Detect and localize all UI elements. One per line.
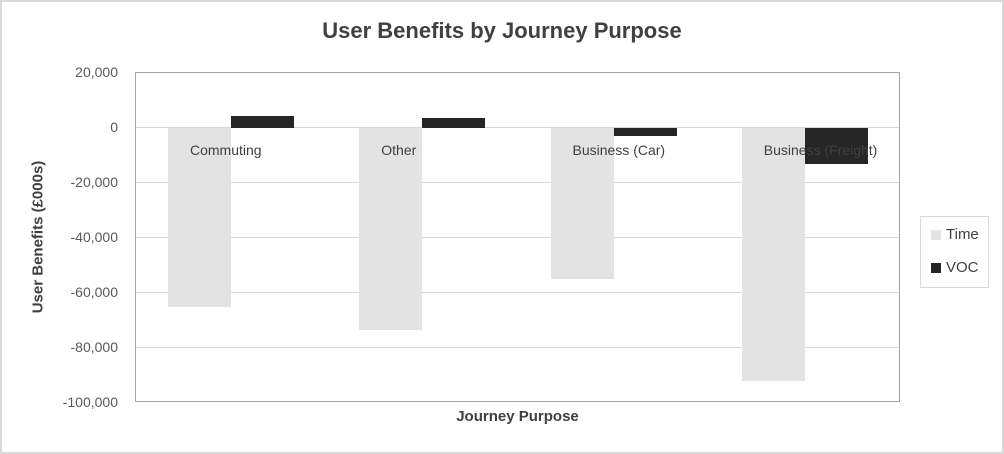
bar-voc-business-car [613, 128, 677, 137]
gridline [136, 182, 899, 183]
x-axis-label: Journey Purpose [456, 408, 579, 425]
bar-time-business-freight [741, 128, 805, 381]
bar-time-business-car [550, 128, 614, 280]
y-tick-label: 0 [110, 119, 118, 135]
y-tick-label: -80,000 [70, 339, 118, 355]
x-category-label: Commuting [190, 142, 262, 158]
gridline [136, 237, 899, 238]
gridline [136, 347, 899, 348]
legend-swatch-voc-icon [931, 262, 941, 273]
bar-time-other [359, 128, 423, 331]
legend-swatch-time-icon [931, 229, 941, 240]
bar-time-commuting [168, 128, 231, 307]
legend: Time VOC [920, 216, 989, 288]
bar-voc-commuting [231, 115, 294, 128]
plot-area: Commuting Other Business (Car) Business (Fr… [135, 72, 900, 402]
x-category-label: Business (Car) [572, 142, 666, 158]
legend-item-time: Time [931, 226, 979, 243]
gridline [136, 292, 899, 293]
x-category-label: Other [381, 142, 417, 158]
legend-item-voc: VOC [931, 259, 979, 276]
legend-label-voc: VOC [946, 259, 979, 276]
y-tick-label: -40,000 [70, 229, 118, 245]
y-tick-label: -60,000 [70, 284, 118, 300]
bar-voc-business-freight [804, 128, 868, 164]
chart-title: User Benefits by Journey Purpose [322, 18, 682, 43]
y-tick-label: -20,000 [70, 174, 118, 190]
y-axis-label: User Benefits (£000s) [29, 160, 47, 314]
gridline [136, 127, 899, 128]
x-category-label: Business (Freight) [763, 142, 878, 158]
y-tick-label: -100,000 [62, 394, 118, 410]
bar-voc-other [422, 118, 486, 128]
y-tick-label: 20,000 [75, 64, 118, 80]
legend-label-time: Time [946, 226, 979, 243]
